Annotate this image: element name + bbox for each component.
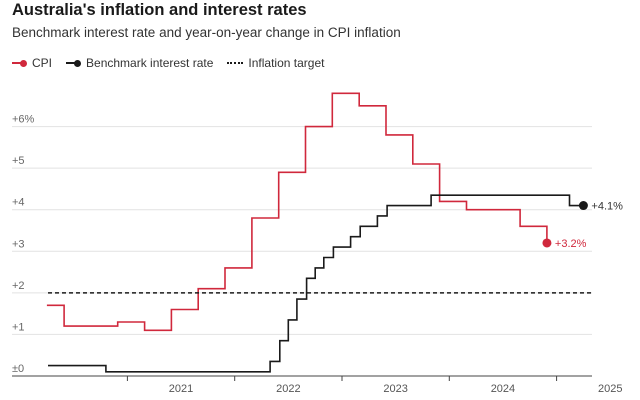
y-tick-label: +6% bbox=[12, 114, 35, 126]
y-tick-label: +3 bbox=[12, 238, 25, 250]
chart-title: Australia's inflation and interest rates bbox=[12, 1, 307, 19]
legend-item-cpi: CPI bbox=[12, 56, 52, 70]
legend-item-interest-rate: Benchmark interest rate bbox=[66, 56, 213, 70]
y-tick-label: +1 bbox=[12, 321, 25, 333]
end-marker-cpi bbox=[542, 238, 552, 248]
series-line-cpi bbox=[46, 92, 548, 332]
legend-rate-dot bbox=[74, 59, 82, 67]
x-tick-label: 2021 bbox=[169, 383, 193, 395]
y-tick-label: +4 bbox=[12, 197, 25, 209]
x-tick-label: 2025 bbox=[598, 383, 622, 395]
end-label-interest-rate: +4.1% bbox=[591, 201, 623, 213]
legend-cpi-label: CPI bbox=[32, 56, 53, 70]
y-axis-ticks: ±0 +1 +2 +3 +4 +5 +6% bbox=[12, 114, 35, 375]
series-line-interest-rate bbox=[48, 194, 584, 373]
chart-series bbox=[46, 92, 592, 373]
y-tick-label: +2 bbox=[12, 280, 25, 292]
end-marker-interest-rate bbox=[578, 201, 588, 211]
x-axis-ticks: 2021 2022 2023 2024 2025 bbox=[126, 376, 622, 395]
legend-item-inflation-target: Inflation target bbox=[227, 56, 324, 70]
chart-grid bbox=[12, 126, 592, 335]
legend-target-dash bbox=[227, 62, 244, 64]
end-label-cpi: +3.2% bbox=[555, 238, 587, 250]
chart-subtitle: Benchmark interest rate and year-on-year… bbox=[12, 25, 401, 40]
legend-cpi-dot bbox=[20, 59, 27, 67]
legend-rate-label: Benchmark interest rate bbox=[86, 56, 214, 70]
x-tick-label: 2022 bbox=[276, 383, 300, 395]
series-end-markers: +3.2% +4.1% bbox=[542, 201, 623, 250]
legend-rate-line bbox=[66, 62, 76, 64]
chart-legend: CPI Benchmark interest rate Inflation ta… bbox=[12, 55, 338, 71]
x-tick-label: 2024 bbox=[491, 383, 515, 395]
legend-target-label: Inflation target bbox=[248, 56, 325, 70]
y-tick-label: +5 bbox=[12, 155, 25, 167]
x-tick-label: 2023 bbox=[383, 383, 407, 395]
y-tick-label: ±0 bbox=[12, 363, 24, 375]
legend-cpi-line bbox=[12, 62, 21, 64]
